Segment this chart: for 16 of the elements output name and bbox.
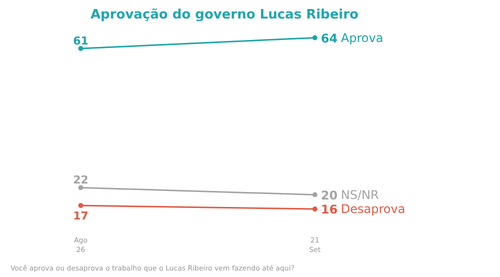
point bbox=[78, 185, 84, 190]
data-label: 17 bbox=[73, 209, 88, 222]
series-label: Aprova bbox=[340, 30, 384, 45]
series-label: NS/NR bbox=[340, 188, 379, 202]
point bbox=[78, 202, 84, 208]
data-label: 61 bbox=[73, 34, 88, 48]
point bbox=[312, 35, 318, 40]
data-label: 20 bbox=[320, 188, 338, 202]
data-label: 16 bbox=[320, 202, 338, 217]
data-label: 22 bbox=[73, 174, 88, 187]
chart-title: Aprovação do governo Lucas Ribeiro bbox=[90, 8, 359, 22]
data-label: 64 bbox=[320, 31, 338, 46]
point bbox=[78, 46, 84, 51]
point bbox=[312, 192, 318, 198]
series-label: Desaprova bbox=[340, 202, 406, 216]
point bbox=[312, 206, 318, 212]
